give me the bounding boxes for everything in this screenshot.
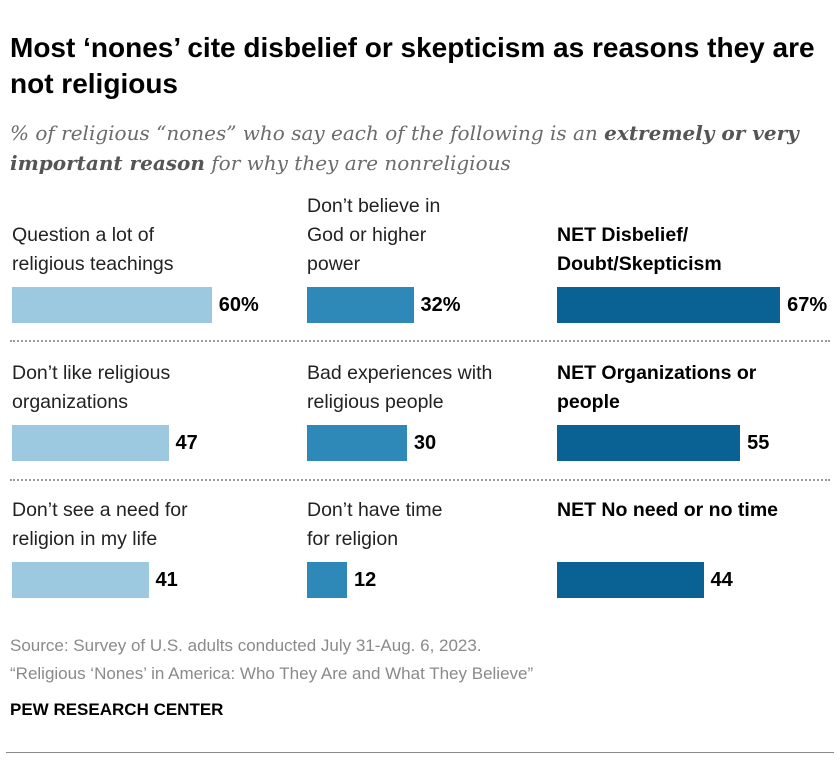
- row-divider: [10, 479, 830, 481]
- bar: [557, 562, 704, 598]
- bar: [307, 287, 414, 323]
- bottom-rule: [6, 752, 834, 753]
- data-label: 12: [353, 569, 377, 591]
- chart-title: Most ‘nones’ cite disbelief or skepticis…: [10, 32, 815, 99]
- bar-label: NET Disbelief/ Doubt/Skepticism: [557, 224, 722, 275]
- bar-label: Don’t believe in God or higher power: [307, 195, 441, 275]
- bar-label: Question a lot of religious teachings: [12, 224, 174, 275]
- bar-label: Don’t have time for religion: [307, 499, 443, 550]
- bar: [557, 425, 741, 461]
- row-divider: [10, 340, 830, 342]
- bar: [557, 287, 781, 323]
- data-label: 67%: [787, 294, 828, 316]
- source-note: Source: Survey of U.S. adults conducted …: [10, 632, 533, 688]
- bar: [307, 562, 347, 598]
- bar-label: Bad experiences with religious people: [307, 362, 493, 413]
- report-title: “Religious ‘Nones’ in America: Who They …: [10, 664, 534, 683]
- bar-label: Don’t see a need for religion in my life: [12, 499, 188, 550]
- bar: [12, 562, 149, 598]
- brand-logo-text: PEW RESEARCH CENTER: [10, 700, 224, 719]
- bar: [307, 425, 407, 461]
- bar-label: NET Organizations or people: [557, 362, 757, 413]
- subtitle-pre: % of religious “nones” who say each of t…: [10, 121, 605, 145]
- subtitle-bold: extremely or very important reason: [10, 121, 799, 175]
- data-label: 44: [710, 569, 733, 591]
- data-label: 60%: [218, 294, 259, 316]
- bar-label: Don’t like religious organizations: [12, 362, 171, 413]
- data-label: 55: [747, 432, 770, 454]
- bar: [12, 425, 169, 461]
- source-line: Source: Survey of U.S. adults conducted …: [10, 636, 482, 655]
- data-label: 47: [175, 432, 198, 454]
- data-label: 41: [155, 569, 178, 591]
- bar-label: NET No need or no time: [557, 499, 779, 521]
- chart-subtitle: % of religious “nones” who say each of t…: [10, 118, 820, 178]
- data-label: 30: [413, 432, 437, 454]
- bar: [12, 287, 212, 323]
- subtitle-post: for why they are nonreligious: [204, 151, 511, 175]
- data-label: 32%: [420, 294, 461, 316]
